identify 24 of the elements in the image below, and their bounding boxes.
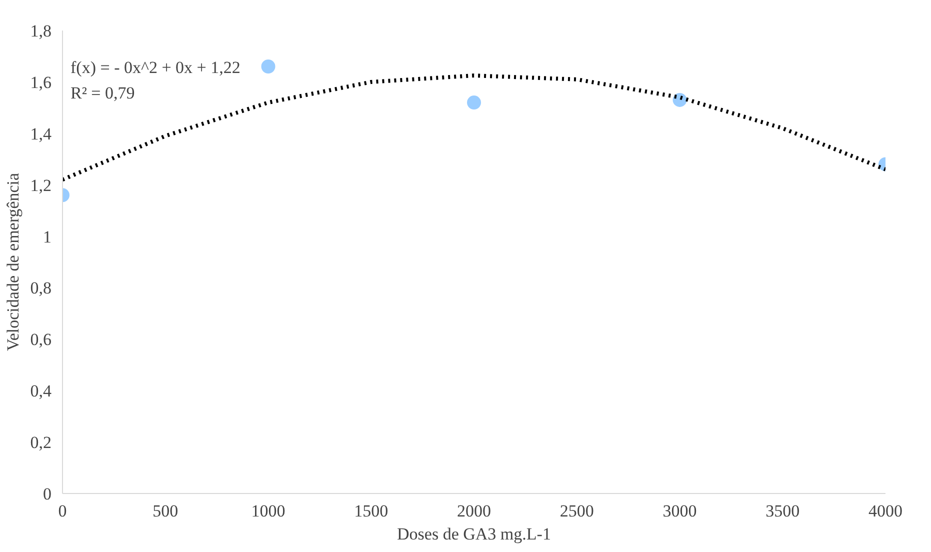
x-tick-label: 1000 [251, 502, 286, 520]
y-tick-label: 1 [43, 227, 52, 246]
annotation: R² = 0,79 [70, 84, 135, 103]
x-tick-label: 1500 [354, 502, 388, 520]
y-tick-label: 0,6 [30, 330, 52, 350]
y-tick-label: 1,6 [30, 72, 52, 92]
y-tick-label: 0,2 [30, 433, 52, 452]
x-tick-label: 4000 [868, 502, 902, 520]
y-tick-label: 0 [43, 484, 52, 504]
y-axis-title: Velocidade de emergência [3, 172, 22, 352]
y-tick-label: 1,2 [30, 176, 52, 195]
annotation: f(x) = - 0x^2 + 0x + 1,22 [70, 58, 240, 77]
y-tick-label: 0,8 [30, 278, 52, 298]
x-tick-label: 500 [152, 502, 178, 520]
x-tick-label: 2500 [560, 502, 594, 520]
y-tick-label: 1,8 [30, 22, 52, 40]
x-tick-label: 3500 [766, 502, 800, 520]
x-tick-label: 3000 [662, 502, 697, 520]
y-tick-label: 1,4 [30, 124, 52, 144]
x-axis-title: Doses de GA3 mg.L-1 [397, 524, 551, 544]
x-tick-label: 2000 [457, 502, 491, 520]
point [467, 96, 481, 110]
x-tick-label: 0 [58, 502, 67, 520]
y-tick-label: 0,4 [30, 382, 52, 401]
